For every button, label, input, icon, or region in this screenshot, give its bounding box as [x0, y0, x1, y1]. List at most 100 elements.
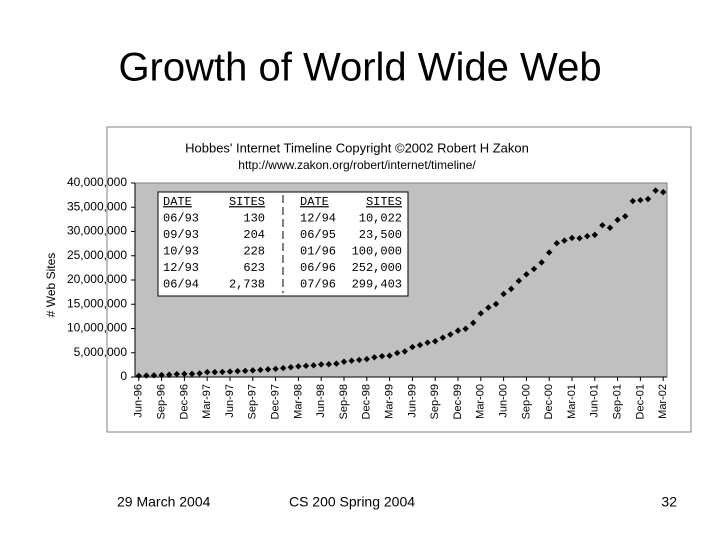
data-point	[644, 195, 652, 203]
table-cell: 204	[243, 228, 265, 242]
x-tick-label: Dec-01	[634, 384, 646, 419]
table-cell: 10,022	[359, 212, 402, 226]
y-tick-label: 0	[120, 369, 127, 383]
y-tick-label: 30,000,000	[67, 224, 127, 238]
data-point	[546, 249, 553, 256]
data-point	[340, 358, 348, 365]
data-point	[242, 367, 249, 375]
x-tick-label: Dec-99	[452, 384, 464, 419]
x-tick-label: Mar-97	[201, 384, 213, 419]
data-point	[508, 285, 515, 293]
x-tick-label: Mar-98	[292, 384, 304, 419]
data-point	[249, 367, 256, 374]
data-point	[523, 271, 530, 278]
x-tick-label: Mar-00	[475, 384, 487, 419]
data-point	[485, 304, 492, 311]
x-tick-label: Jun-97	[224, 384, 236, 418]
table-header: DATE	[163, 195, 192, 209]
data-point	[143, 372, 150, 379]
x-tick-label: Dec-98	[361, 384, 373, 419]
data-point	[204, 368, 211, 376]
y-tick-label: 20,000,000	[67, 272, 127, 286]
data-point	[295, 363, 302, 370]
data-point	[470, 319, 477, 327]
data-point	[325, 361, 332, 368]
x-tick-label: Jun-00	[498, 384, 510, 418]
table-cell: 228	[243, 245, 265, 259]
table-cell: 12/93	[163, 261, 199, 275]
y-tick-label: 5,000,000	[74, 345, 128, 359]
data-point	[173, 370, 180, 378]
data-point	[272, 365, 279, 373]
data-point	[158, 371, 165, 379]
table-cell: 23,500	[359, 228, 402, 242]
data-point	[310, 362, 317, 369]
data-point	[371, 354, 378, 361]
x-tick-label: Mar-02	[657, 384, 669, 419]
data-point	[568, 234, 576, 242]
x-tick-label: Sep-01	[612, 384, 624, 419]
data-point	[401, 348, 408, 355]
table-cell: 2,738	[229, 278, 265, 292]
x-tick-label: Jun-01	[589, 384, 601, 418]
table-cell: 252,000	[352, 261, 402, 275]
x-tick-label: Sep-96	[156, 384, 168, 419]
footer-left: 29 March 2004	[117, 494, 211, 510]
data-point	[561, 237, 568, 244]
table-cell: 130	[243, 212, 265, 226]
y-axis-label: # Web Sites	[44, 253, 58, 317]
y-tick-label: 25,000,000	[67, 248, 127, 262]
table-cell: 01/96	[300, 245, 336, 259]
data-point	[637, 196, 644, 204]
chart-subtitle: http://www.zakon.org/robert/internet/tim…	[238, 158, 476, 172]
x-tick-label: Mar-99	[384, 384, 396, 419]
data-point	[614, 216, 621, 224]
data-point	[599, 221, 606, 229]
data-point	[181, 370, 188, 378]
data-point	[652, 187, 659, 194]
data-point	[477, 310, 484, 317]
x-tick-label: Sep-99	[429, 384, 441, 419]
table-cell: 623	[243, 261, 265, 275]
footer-center: CS 200 Spring 2004	[289, 494, 415, 510]
data-point	[591, 231, 598, 239]
data-point	[226, 368, 234, 375]
data-point	[150, 372, 158, 379]
footer-right: 32	[661, 494, 677, 510]
data-point	[386, 352, 393, 359]
table-cell: 06/95	[300, 228, 336, 242]
table-cell: 100,000	[352, 245, 402, 259]
table-header: SITES	[229, 195, 265, 209]
data-point	[432, 338, 439, 345]
table-header: SITES	[366, 195, 402, 209]
table-cell: 06/93	[163, 212, 199, 226]
x-tick-label: Dec-00	[543, 384, 555, 419]
data-point	[166, 371, 173, 378]
data-point	[333, 360, 340, 367]
table-cell: 09/93	[163, 228, 199, 242]
data-point	[378, 352, 386, 360]
table-cell: 10/93	[163, 245, 199, 259]
data-point	[515, 277, 522, 285]
data-point	[424, 339, 431, 346]
x-tick-label: Jun-98	[315, 384, 327, 418]
data-point	[234, 367, 241, 375]
data-point	[660, 188, 667, 196]
data-point	[211, 368, 218, 376]
data-point	[584, 232, 591, 240]
table-cell: 06/94	[163, 278, 199, 292]
data-point	[447, 331, 454, 338]
data-point	[606, 224, 614, 231]
x-tick-label: Sep-97	[247, 384, 259, 419]
data-point	[280, 364, 287, 372]
y-tick-label: 40,000,000	[67, 175, 127, 189]
table-cell: 12/94	[300, 212, 336, 226]
data-point	[196, 370, 203, 377]
data-point	[409, 343, 416, 351]
data-point	[530, 265, 538, 273]
data-point	[439, 334, 446, 341]
chart-title: Hobbes' Internet Timeline Copyright ©200…	[185, 140, 529, 155]
data-point	[576, 235, 583, 242]
data-point	[553, 240, 560, 247]
